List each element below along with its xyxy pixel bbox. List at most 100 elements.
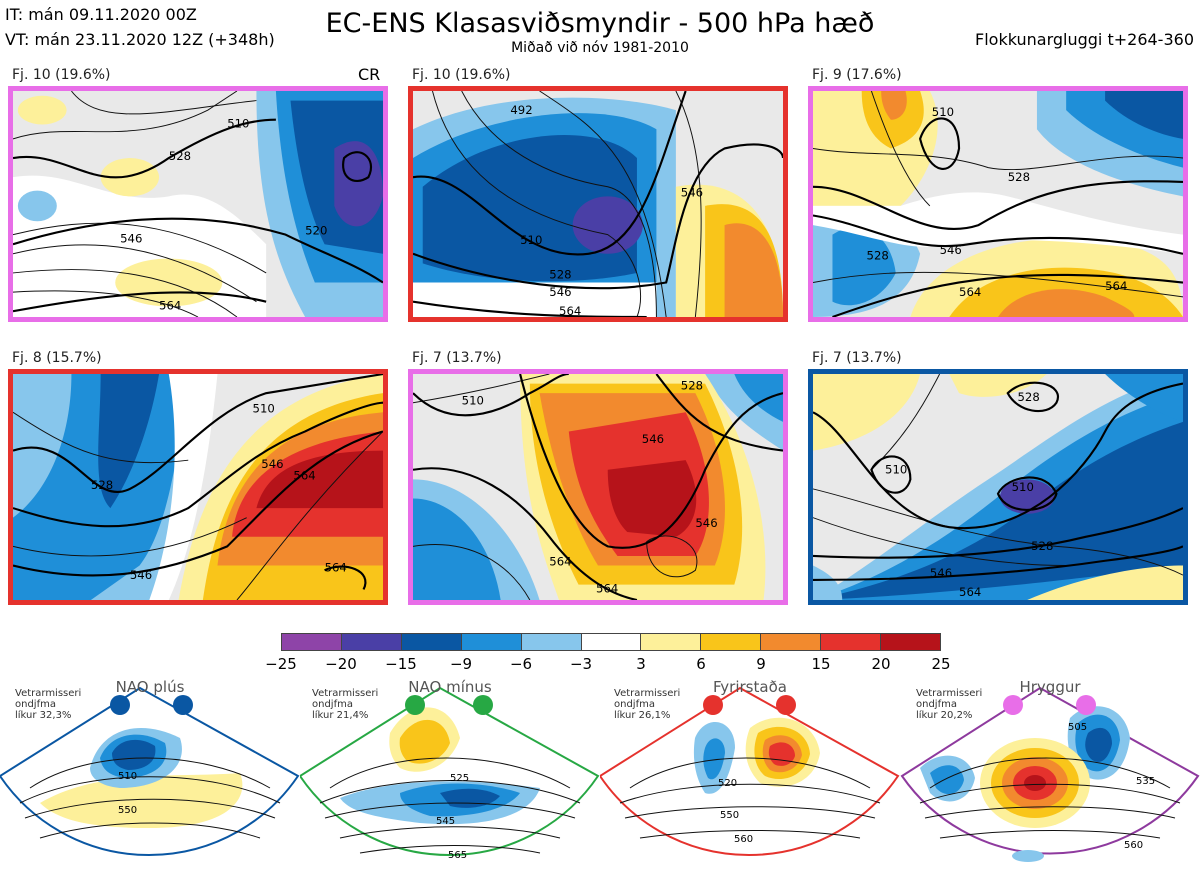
- regime-info: Vetrarmisseri ondjfma líkur 20,2%: [916, 688, 983, 721]
- contour-label: 510: [520, 233, 542, 247]
- regime-title: NAO plús: [115, 678, 185, 696]
- regime-contour-label: 565: [448, 850, 467, 861]
- colorbar-segment: [881, 634, 940, 650]
- contour-label: 546: [642, 432, 664, 446]
- colorbar-tick: −20: [325, 655, 357, 673]
- contour-label: 546: [549, 285, 571, 299]
- colorbar-tick: −3: [569, 655, 593, 673]
- regime-contour-label: 505: [1068, 722, 1087, 733]
- regime-info: Vetrarmisseri ondjfma líkur 26,1%: [614, 688, 681, 721]
- contour-label: 546: [940, 243, 962, 257]
- contour-label: 520: [305, 224, 327, 238]
- colorbar-tick: 15: [811, 655, 831, 673]
- contour-label: 528: [867, 249, 889, 263]
- regime-contour-label: 525: [450, 773, 469, 784]
- panel-label-2: Fj. 10 (19.6%): [412, 67, 511, 83]
- colorbar-tick: 9: [756, 655, 766, 673]
- contour-label: 510: [932, 105, 954, 119]
- contour-label: 546: [261, 457, 283, 471]
- contour-label: 528: [1031, 539, 1053, 553]
- contour-label: 564: [559, 304, 581, 317]
- colorbar-ticks: −25 −20 −15 −9 −6 −3 3 6 9 15 20 25: [265, 655, 950, 673]
- colorbar-segment: [821, 634, 882, 650]
- contour-label: 510: [885, 463, 907, 477]
- colorbar-segment: [641, 634, 702, 650]
- colorbar-tick: −6: [509, 655, 533, 673]
- colorbar-segment: [401, 634, 462, 650]
- cluster-map-4[interactable]: 510 528 546 564 564 546: [8, 369, 388, 605]
- page-subtitle: Miðað við nóv 1981-2010: [511, 40, 689, 56]
- contour-label: 528: [681, 378, 703, 392]
- contour-label: 564: [293, 468, 315, 482]
- regime-nao-minus[interactable]: 525 545 565 NAO mínus Vetrarmisseri ondj…: [300, 678, 600, 871]
- contour-label: 564: [159, 298, 181, 312]
- panel-label-5: Fj. 7 (13.7%): [412, 350, 502, 366]
- regime-title: Hryggur: [1019, 678, 1081, 696]
- regime-nao-plus[interactable]: 510 550 NAO plús Vetrarmisseri ondjfma l…: [0, 678, 300, 871]
- colorbar-segment: [761, 634, 822, 650]
- cluster-map-1[interactable]: 528 510 546 564 520: [8, 86, 388, 322]
- contour-label: 564: [959, 585, 981, 599]
- contour-label: 528: [91, 478, 113, 492]
- contour-label: 510: [1012, 480, 1034, 494]
- regime-contour-label: 560: [734, 834, 753, 845]
- contour-label: 546: [695, 516, 717, 530]
- panel-label-3: Fj. 9 (17.6%): [812, 67, 902, 83]
- regime-contour-label: 520: [718, 778, 737, 789]
- contour-label: 564: [325, 560, 347, 574]
- regime-contour-label: 545: [436, 816, 455, 827]
- contour-label: 492: [510, 103, 532, 117]
- regime-blocking[interactable]: 520 550 560 Fyrirstaða Vetrarmisseri ond…: [600, 678, 900, 871]
- contour-label: 510: [462, 394, 484, 408]
- anomaly-colorbar: [281, 633, 941, 651]
- colorbar-segment: [521, 634, 582, 650]
- colorbar-tick: −25: [265, 655, 297, 673]
- cluster-map-3[interactable]: 510 528 546 564 528 564: [808, 86, 1188, 322]
- colorbar-tick: 25: [931, 655, 951, 673]
- contour-label: 528: [549, 268, 571, 282]
- initial-time: IT: mán 09.11.2020 00Z: [5, 5, 197, 24]
- panel-label-6: Fj. 7 (13.7%): [812, 350, 902, 366]
- regime-contour-label: 535: [1136, 776, 1155, 787]
- contour-label: 564: [959, 285, 981, 299]
- regime-contour-label: 510: [118, 771, 137, 782]
- cluster-map-5[interactable]: 510 528 546 564 564 546: [408, 369, 788, 605]
- regime-title: NAO mínus: [408, 678, 492, 696]
- contour-label: 546: [130, 568, 152, 582]
- contour-label: 564: [549, 555, 571, 569]
- contour-label: 564: [596, 581, 618, 595]
- contour-label: 546: [120, 231, 142, 245]
- colorbar-tick: 3: [636, 655, 646, 673]
- colorbar-segment: [581, 634, 642, 650]
- colorbar-tick: −15: [385, 655, 417, 673]
- cr-marker: CR: [358, 65, 381, 84]
- colorbar-tick: 6: [696, 655, 706, 673]
- contour-label: 510: [253, 401, 275, 415]
- valid-time: VT: mán 23.11.2020 12Z (+348h): [5, 30, 275, 49]
- regime-contour-label: 550: [118, 805, 137, 816]
- contour-label: 546: [930, 566, 952, 580]
- regime-title: Fyrirstaða: [713, 678, 787, 696]
- contour-label: 528: [1017, 390, 1039, 404]
- colorbar-segment: [282, 634, 342, 650]
- contour-label: 528: [1008, 170, 1030, 184]
- colorbar-segment: [341, 634, 402, 650]
- colorbar-tick: 20: [871, 655, 891, 673]
- panel-label-1: Fj. 10 (19.6%): [12, 67, 111, 83]
- panel-label-4: Fj. 8 (15.7%): [12, 350, 102, 366]
- contour-label: 510: [227, 116, 249, 130]
- classification-window: Flokkunargluggi t+264-360: [975, 30, 1194, 49]
- page-title: EC-ENS Klasasviðsmyndir - 500 hPa hæð: [325, 8, 875, 39]
- regime-contour-label: 560: [1124, 840, 1143, 851]
- contour-label: 564: [1105, 279, 1127, 293]
- contour-label: 546: [681, 185, 703, 199]
- regime-info: Vetrarmisseri ondjfma líkur 32,3%: [15, 688, 82, 721]
- cluster-map-6[interactable]: 528 510 510 528 546 564: [808, 369, 1188, 605]
- colorbar-tick: −9: [449, 655, 473, 673]
- regime-ridge[interactable]: 505 535 560 Hryggur Vetrarmisseri ondjfm…: [900, 678, 1200, 871]
- contour-label: 528: [169, 149, 191, 163]
- colorbar-segment: [461, 634, 522, 650]
- colorbar-segment: [701, 634, 762, 650]
- cluster-map-2[interactable]: 492 510 528 546 564 546: [408, 86, 788, 322]
- regime-info: Vetrarmisseri ondjfma líkur 21,4%: [312, 688, 379, 721]
